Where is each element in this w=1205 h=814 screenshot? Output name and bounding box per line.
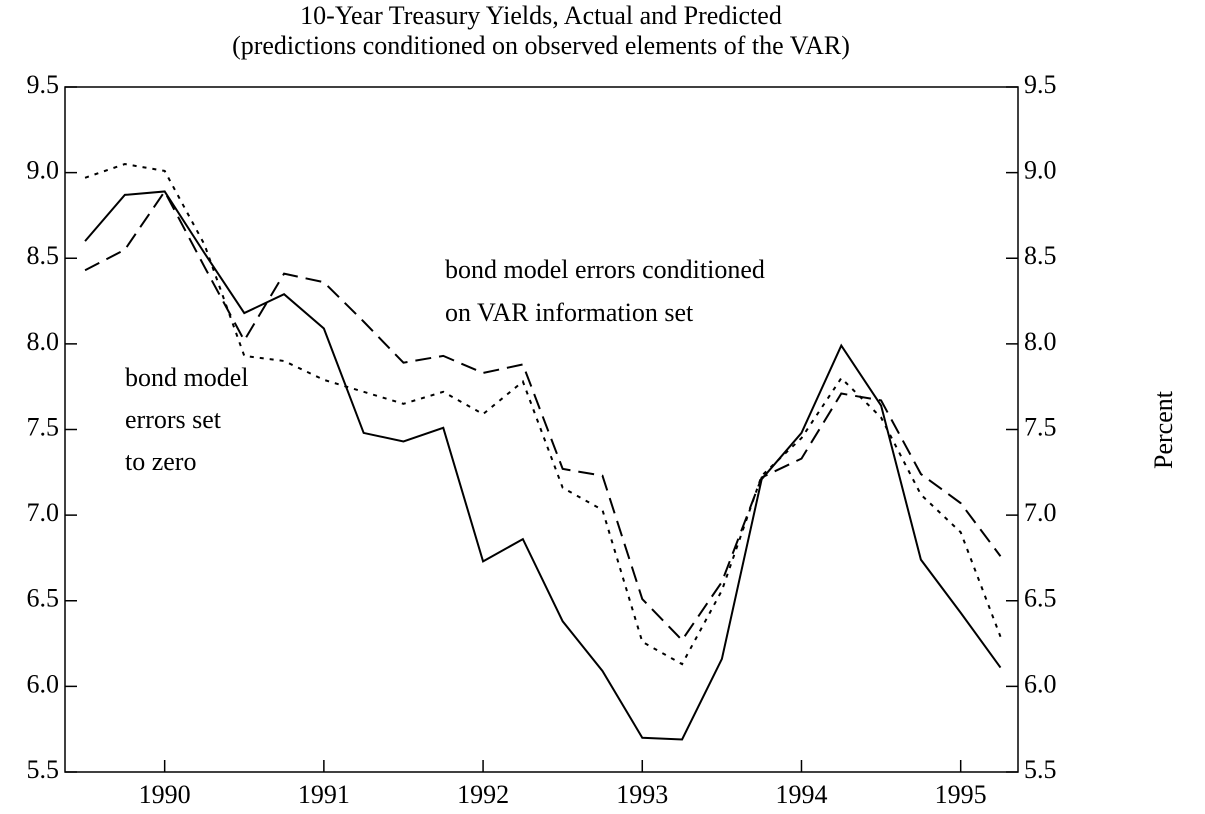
y-tick-label: 9.5 [27,70,60,99]
y-tick-label: 6.0 [27,669,60,698]
y2-tick-label: 8.5 [1024,241,1057,270]
y-tick-label: 5.5 [27,755,60,784]
y2-tick-label: 9.5 [1024,70,1057,99]
annotation: bond model errors conditioned [445,255,765,284]
y2-tick-label: 8.0 [1024,327,1057,356]
annotation: to zero [125,447,196,476]
x-tick-label: 1992 [457,780,509,809]
y-tick-label: 8.5 [27,241,60,270]
y2-tick-label: 6.0 [1024,669,1057,698]
y-tick-label: 8.0 [27,327,60,356]
y2-tick-label: 6.5 [1024,584,1057,613]
x-tick-label: 1994 [775,780,827,809]
y-tick-label: 7.5 [27,412,60,441]
y-tick-label: 9.0 [27,156,60,185]
y-tick-label: 6.5 [27,584,60,613]
x-tick-label: 1995 [935,780,987,809]
chart-title: 10-Year Treasury Yields, Actual and Pred… [300,1,782,30]
x-tick-label: 1993 [616,780,668,809]
chart-subtitle: (predictions conditioned on observed ele… [232,31,850,60]
annotation: bond model [125,363,249,392]
series-line [84,189,1002,642]
series-line [84,163,1002,666]
y2-tick-label: 5.5 [1024,755,1057,784]
annotation: errors set [125,405,222,434]
y2-axis-label: Percent [1149,390,1178,469]
x-tick-label: 1990 [139,780,191,809]
annotation: on VAR information set [445,298,694,327]
x-tick-label: 1991 [298,780,350,809]
series-line [84,190,1002,741]
y2-tick-label: 9.0 [1024,156,1057,185]
y2-tick-label: 7.0 [1024,498,1057,527]
y-tick-label: 7.0 [27,498,60,527]
y2-tick-label: 7.5 [1024,412,1057,441]
